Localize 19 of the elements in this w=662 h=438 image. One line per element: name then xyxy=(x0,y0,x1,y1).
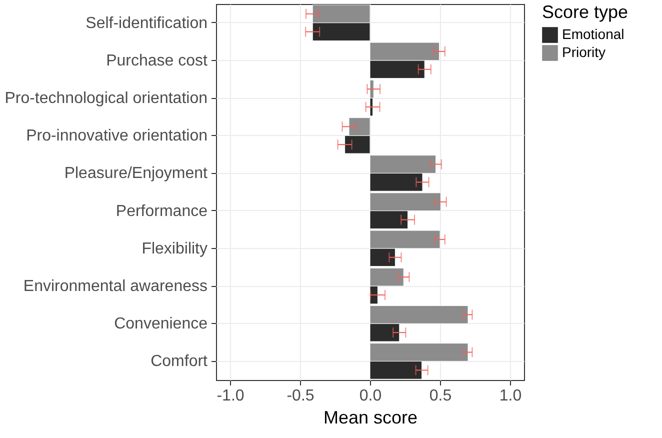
legend-title: Score type xyxy=(542,2,628,22)
x-tick-label: -0.5 xyxy=(286,388,314,404)
y-tick-label: Pro-innovative orientation xyxy=(26,128,208,145)
y-tick-label: Purchase cost xyxy=(106,52,208,70)
y-tick-label: Flexibility xyxy=(142,240,208,258)
x-tick-label: 0.0 xyxy=(359,388,382,404)
y-tick-label: Performance xyxy=(116,202,208,220)
legend-label: Emotional xyxy=(562,26,624,42)
legend-label: Priority xyxy=(562,44,606,60)
y-tick-label: Pro-technological orientation xyxy=(4,90,208,107)
y-tick-label: Environmental awareness xyxy=(23,278,208,295)
y-tick-label: Convenience xyxy=(114,316,208,333)
x-axis-title: Mean score xyxy=(323,408,418,428)
y-tick-label: Self-identification xyxy=(86,14,208,32)
x-tick-label: 1.0 xyxy=(499,388,522,404)
x-tick-label: -1.0 xyxy=(216,388,244,404)
y-tick-label: Comfort xyxy=(150,353,208,370)
y-tick-label: Pleasure/Enjoyment xyxy=(64,165,208,182)
x-tick-label: 0.5 xyxy=(429,388,452,404)
